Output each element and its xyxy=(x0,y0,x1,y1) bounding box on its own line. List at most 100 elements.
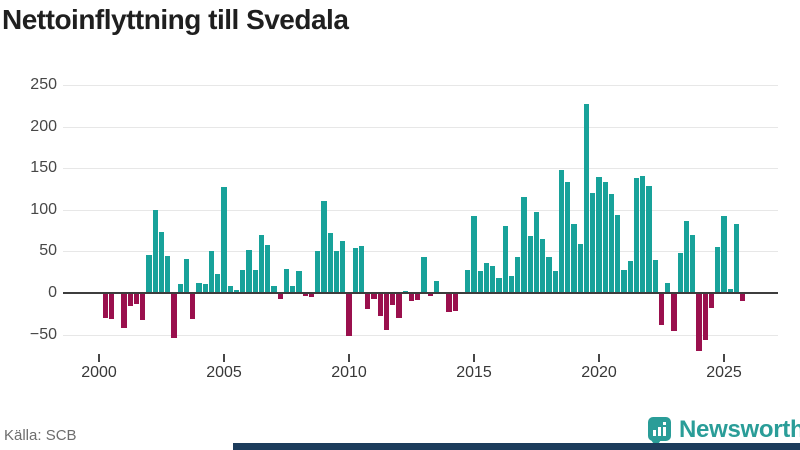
bar-2014-Q4 xyxy=(465,269,471,293)
bar-2000-Q3 xyxy=(108,294,115,319)
bar-2006-Q4 xyxy=(265,244,271,293)
bar-2021-Q3 xyxy=(633,178,640,293)
bar-2020-Q4 xyxy=(615,214,621,293)
bar-2007-Q3 xyxy=(283,268,290,293)
bar-2003-Q1 xyxy=(171,294,177,339)
newsworthy-wordmark: Newsworthy xyxy=(679,416,800,443)
bar-2025-Q4 xyxy=(740,294,746,301)
y-axis-label-250: 250 xyxy=(30,76,57,93)
x-axis-tick-2005 xyxy=(223,354,225,362)
bar-2001-Q2 xyxy=(127,294,133,306)
y-axis-label-0: 0 xyxy=(48,284,57,301)
bar-2023-Q4 xyxy=(690,234,696,293)
bar-2011-Q2 xyxy=(377,294,383,316)
gridline-y-200 xyxy=(63,126,778,128)
bar-2025-Q1 xyxy=(721,216,727,293)
bar-2011-Q3 xyxy=(383,294,390,330)
bar-2009-Q1 xyxy=(321,201,327,293)
bar-2022-Q3 xyxy=(658,294,665,325)
bar-2008-Q1 xyxy=(296,270,302,293)
bar-2021-Q1 xyxy=(621,269,627,293)
bar-2004-Q2 xyxy=(202,283,208,293)
gridline-y-50 xyxy=(63,251,778,253)
x-axis-label-2000: 2000 xyxy=(81,364,117,381)
bar-2019-Q3 xyxy=(583,104,590,293)
logo-bar-tall xyxy=(663,427,666,436)
bar-2000-Q2 xyxy=(102,294,108,319)
bar-2015-Q1 xyxy=(471,215,477,293)
y-axis-label--50: −50 xyxy=(29,325,57,343)
bar-2018-Q1 xyxy=(546,257,552,293)
bar-2016-Q3 xyxy=(508,276,515,293)
bar-2022-Q2 xyxy=(652,259,658,293)
bar-2006-Q2 xyxy=(252,269,258,293)
bar-2024-Q3 xyxy=(708,294,715,309)
bar-2001-Q1 xyxy=(121,294,127,329)
x-axis-label-2025: 2025 xyxy=(706,364,742,381)
bar-2007-Q1 xyxy=(271,286,277,293)
bar-2021-Q4 xyxy=(640,175,646,293)
bar-2004-Q4 xyxy=(215,273,221,293)
bar-2009-Q3 xyxy=(333,251,340,293)
bar-2010-Q4 xyxy=(365,294,371,309)
bar-2013-Q3 xyxy=(433,280,440,293)
bar-2002-Q3 xyxy=(158,232,165,293)
bar-2003-Q4 xyxy=(190,294,196,319)
gridline-y--50 xyxy=(63,334,778,336)
bar-2018-Q2 xyxy=(552,270,558,293)
bar-2020-Q2 xyxy=(602,181,608,293)
x-axis-tick-2010 xyxy=(348,354,350,362)
x-axis-label-2015: 2015 xyxy=(456,364,492,381)
bar-2006-Q3 xyxy=(258,234,265,293)
bar-2017-Q4 xyxy=(540,238,546,293)
bar-2003-Q3 xyxy=(183,258,190,293)
y-axis-label-100: 100 xyxy=(30,200,57,218)
bar-2019-Q4 xyxy=(590,193,596,293)
bar-2002-Q4 xyxy=(165,256,171,293)
x-axis-tick-2020 xyxy=(598,354,600,362)
bar-2007-Q2 xyxy=(277,294,283,299)
bar-2002-Q2 xyxy=(152,209,158,293)
bar-2005-Q4 xyxy=(240,269,246,293)
bar-2005-Q2 xyxy=(227,285,233,293)
bar-2010-Q1 xyxy=(346,294,352,337)
bar-2005-Q1 xyxy=(221,186,227,293)
bar-2008-Q2 xyxy=(302,294,308,297)
bar-2011-Q1 xyxy=(371,294,377,299)
bar-2012-Q4 xyxy=(415,294,421,300)
gridline-y-100 xyxy=(63,209,778,211)
y-axis-label-50: 50 xyxy=(39,242,57,260)
bar-2022-Q1 xyxy=(646,185,652,293)
bar-2025-Q2 xyxy=(727,288,733,293)
logo-bar-small xyxy=(653,430,656,436)
bar-2015-Q2 xyxy=(477,270,483,293)
bar-2013-Q2 xyxy=(427,294,433,296)
bar-2024-Q4 xyxy=(715,247,721,293)
bar-2007-Q4 xyxy=(290,285,296,293)
x-axis-tick-2015 xyxy=(473,354,475,362)
bar-2016-Q2 xyxy=(502,226,508,293)
x-axis-label-2005: 2005 xyxy=(206,364,242,381)
bar-2023-Q1 xyxy=(671,294,677,332)
bar-2016-Q4 xyxy=(515,257,521,293)
bar-2025-Q3 xyxy=(733,223,740,293)
source-note: Källa: SCB xyxy=(4,427,77,444)
bar-2019-Q1 xyxy=(571,223,577,293)
x-axis-tick-2025 xyxy=(723,354,725,362)
bar-2024-Q1 xyxy=(696,294,702,351)
bar-2012-Q3 xyxy=(408,294,415,301)
x-axis-label-2010: 2010 xyxy=(331,364,367,381)
bar-2023-Q3 xyxy=(683,220,690,293)
bar-2015-Q4 xyxy=(490,265,496,293)
bar-2011-Q4 xyxy=(390,294,396,305)
bar-2008-Q3 xyxy=(308,294,315,298)
newsworthy-pin-bar-chart-icon xyxy=(648,417,671,447)
bar-2017-Q2 xyxy=(527,236,533,293)
bar-2001-Q4 xyxy=(140,294,146,320)
bar-2020-Q1 xyxy=(596,177,602,293)
bar-2019-Q2 xyxy=(577,243,583,293)
bar-2002-Q1 xyxy=(146,254,152,293)
x-axis-label-2020: 2020 xyxy=(581,364,617,381)
bar-2013-Q1 xyxy=(421,257,427,293)
